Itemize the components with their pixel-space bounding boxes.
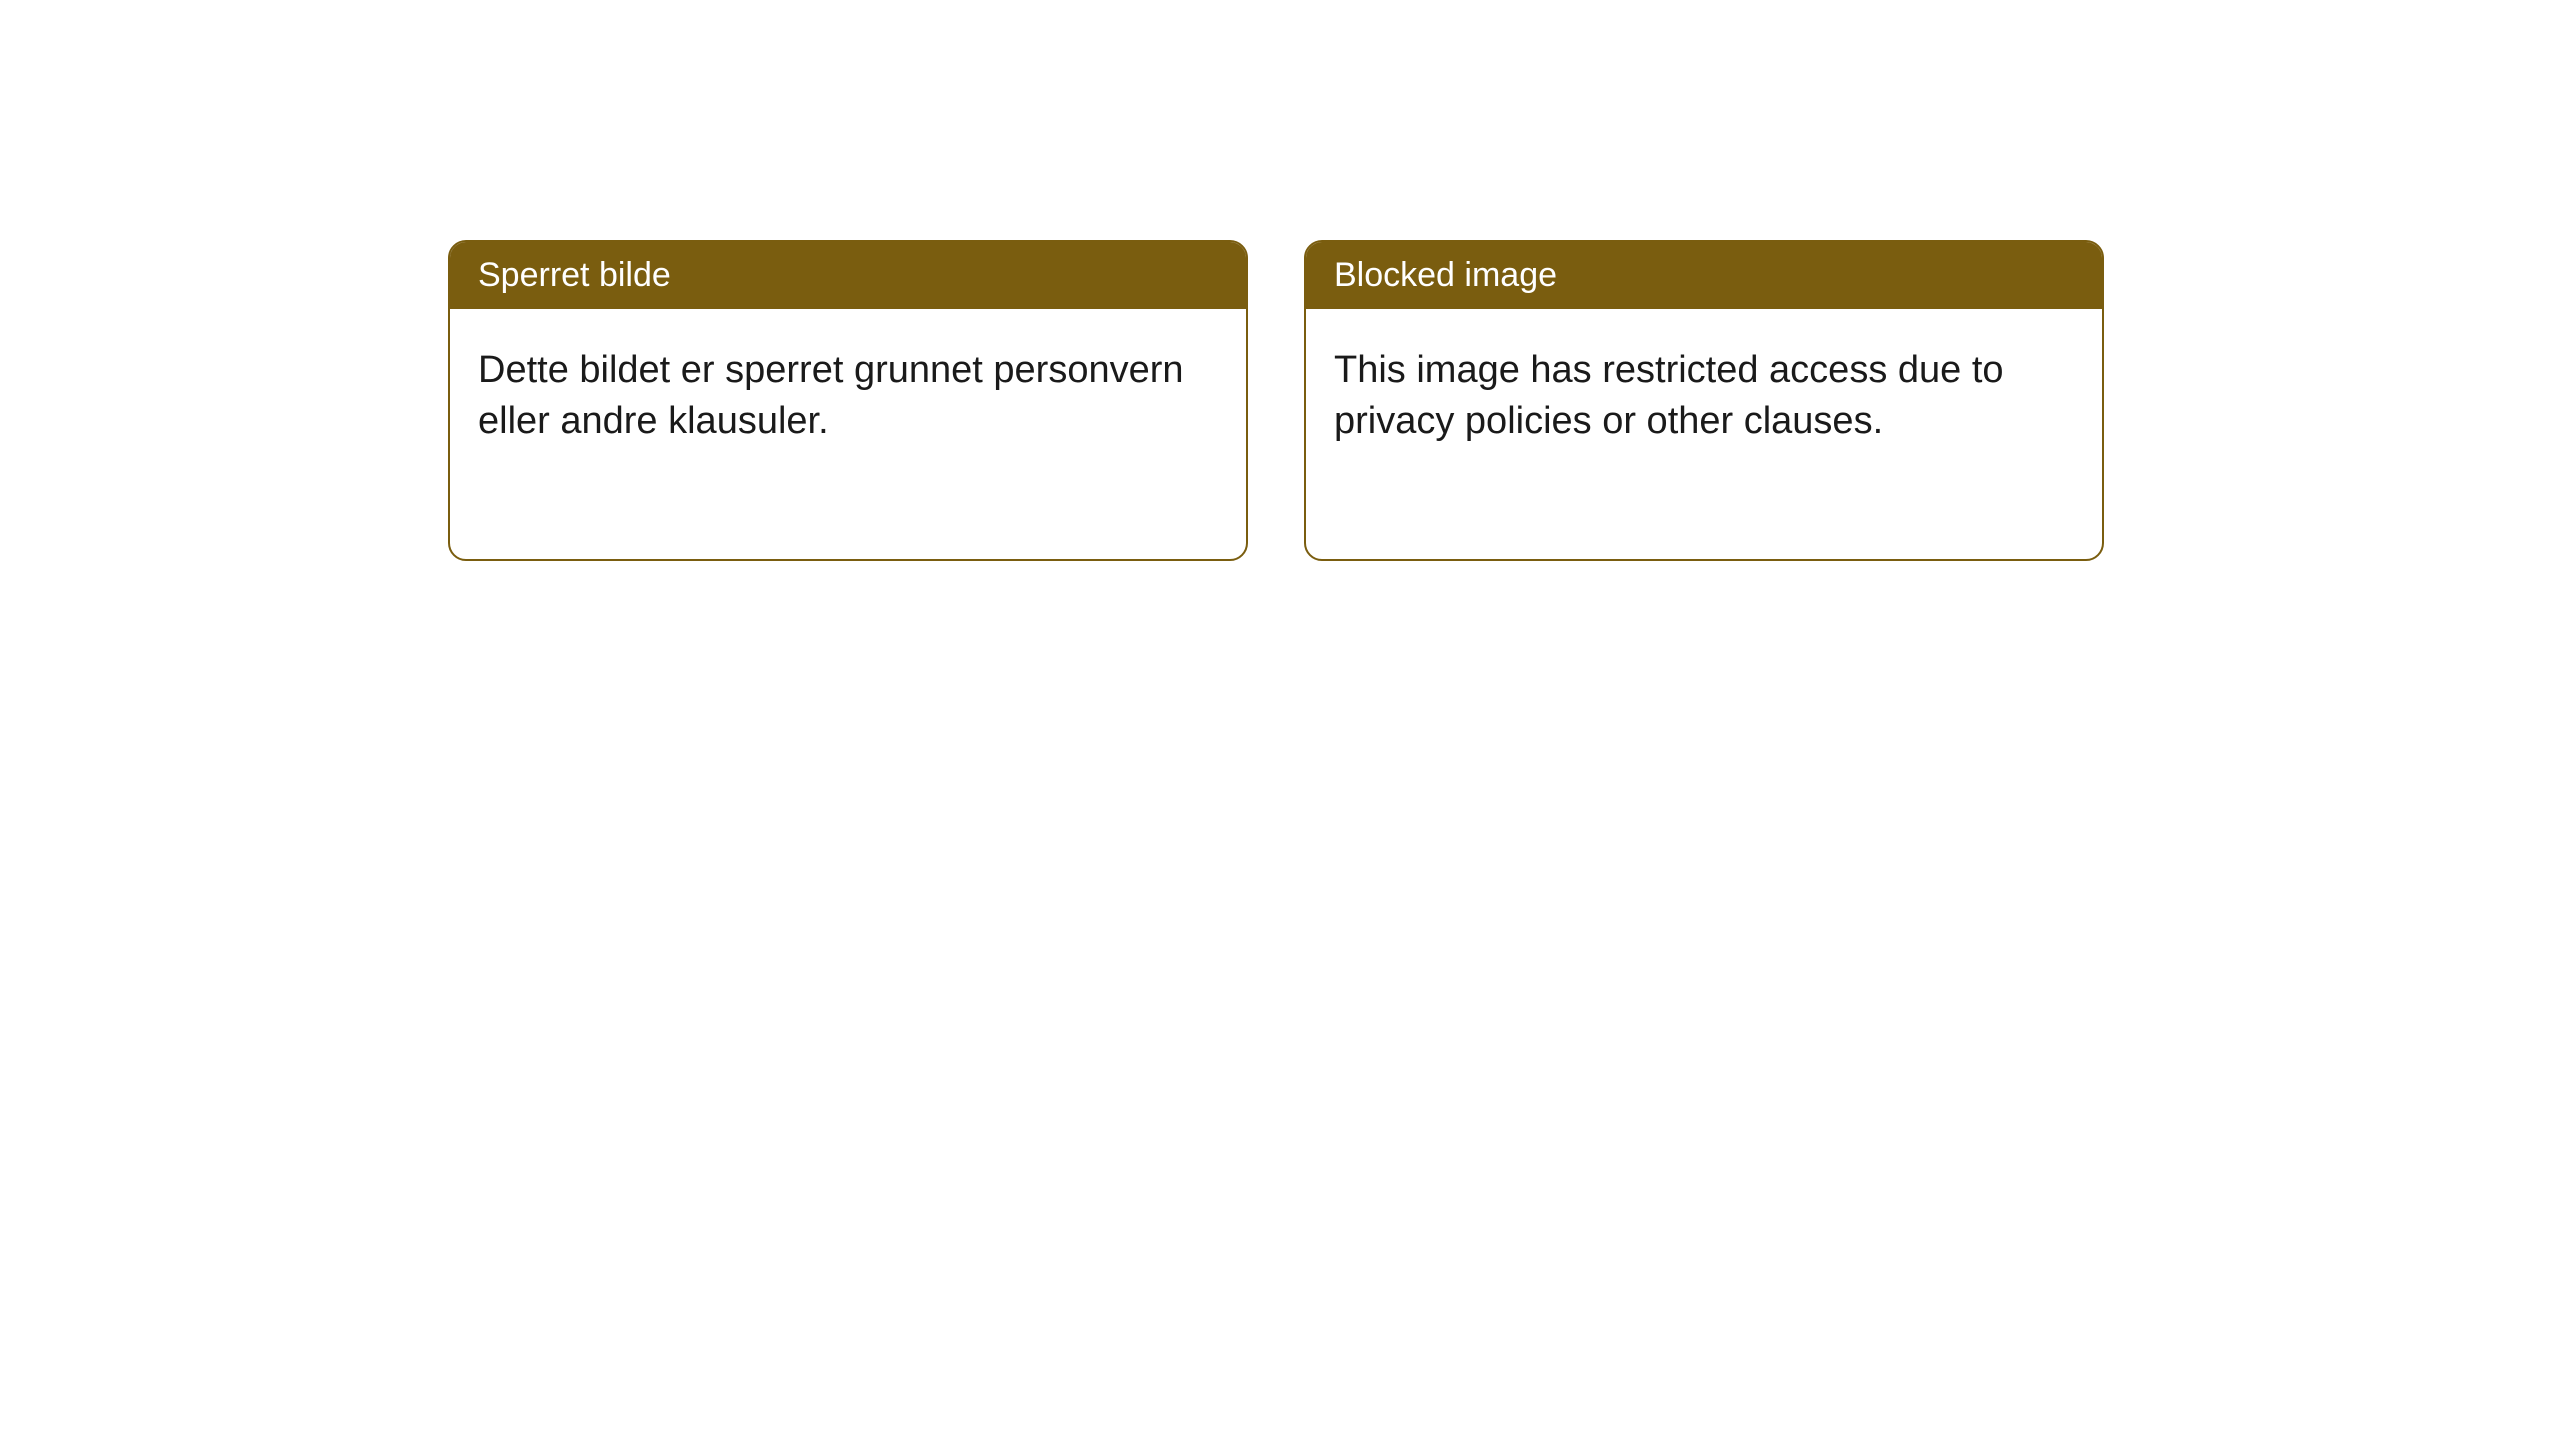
notice-card-english: Blocked image This image has restricted … [1304, 240, 2104, 561]
notice-header: Sperret bilde [450, 242, 1246, 309]
notice-container: Sperret bilde Dette bildet er sperret gr… [448, 240, 2104, 561]
notice-header: Blocked image [1306, 242, 2102, 309]
notice-card-norwegian: Sperret bilde Dette bildet er sperret gr… [448, 240, 1248, 561]
notice-body: Dette bildet er sperret grunnet personve… [450, 309, 1246, 559]
notice-body: This image has restricted access due to … [1306, 309, 2102, 559]
